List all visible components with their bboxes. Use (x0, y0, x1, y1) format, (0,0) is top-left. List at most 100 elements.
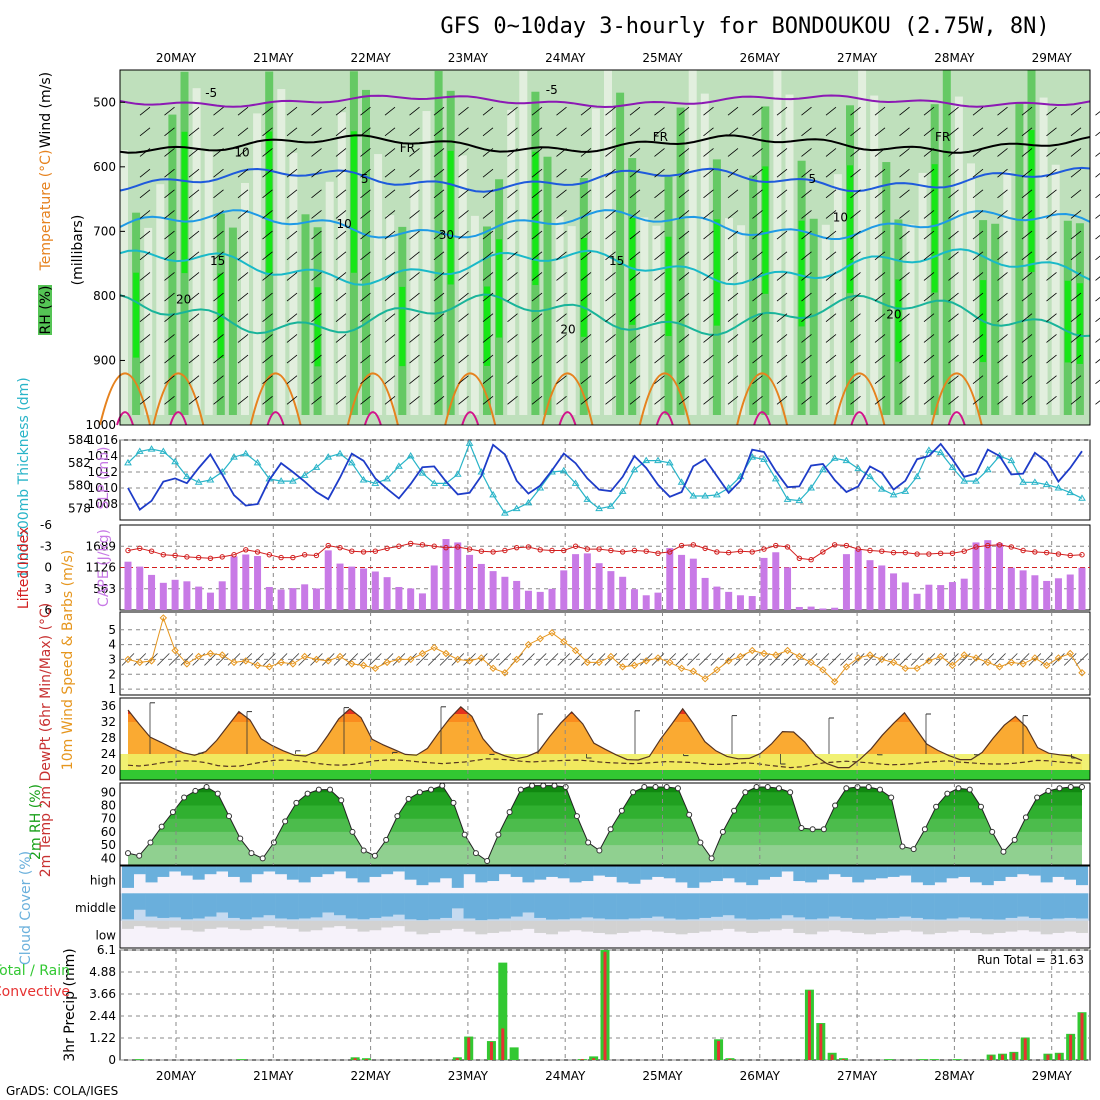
cape-bar (984, 540, 992, 610)
cloud-bar (286, 866, 299, 880)
thickness-marker (854, 464, 863, 472)
wind-barb (311, 168, 322, 178)
cloud-bar (487, 920, 500, 933)
rh-streak (192, 88, 201, 416)
wind-barb (164, 251, 175, 261)
wind-barb (416, 653, 429, 666)
cape-bar (395, 586, 403, 610)
rh-streak (543, 156, 552, 415)
wind-barb (507, 375, 518, 385)
cape-bar (925, 584, 933, 610)
wind-barb (801, 106, 812, 116)
li-marker (525, 544, 532, 550)
wind-barb (1070, 396, 1082, 405)
wind-barb (213, 127, 224, 137)
rh-marker (237, 835, 244, 842)
wind-barb (237, 210, 249, 219)
wind-barb (629, 168, 641, 178)
wind-barb (710, 653, 724, 666)
cloud-bar (1005, 866, 1018, 877)
wind-barb (639, 653, 653, 666)
thickness-marker (677, 478, 686, 485)
wind-barb (1021, 148, 1033, 157)
isotherm-label: 30 (439, 228, 454, 242)
wind-barb (678, 127, 690, 137)
wind-barb (482, 375, 494, 385)
wind-barb (654, 230, 665, 240)
wind-barb (997, 210, 1008, 219)
rh-marker (461, 831, 468, 838)
wind-barb (776, 189, 788, 199)
rh-peak (895, 279, 902, 362)
wind-barb (997, 272, 1008, 281)
wind-barb (605, 334, 616, 343)
slp-tick: 1016 (87, 433, 118, 447)
rh-marker (1034, 794, 1041, 801)
wind-barb (433, 272, 445, 281)
rh-line (127, 784, 1082, 862)
wind-barb (1095, 358, 1100, 364)
bottom-date-label: 28MAY (934, 1069, 975, 1083)
wind-barb (899, 127, 910, 137)
wind-barb (507, 313, 518, 323)
rh-marker (562, 783, 569, 790)
wind-barb (237, 313, 249, 323)
cloud-bar (970, 893, 982, 919)
wind-barb (237, 396, 249, 405)
wind-barb (1070, 106, 1082, 116)
wind-marker (830, 677, 839, 686)
wind-barb (605, 272, 616, 281)
wind-barb (703, 313, 714, 323)
wind-barb (580, 334, 592, 343)
wind-barb (727, 334, 739, 343)
wind-marker (465, 657, 474, 665)
wind-marker (289, 660, 297, 668)
wind-barb (384, 210, 396, 219)
wind-barb (311, 251, 322, 261)
li-marker (678, 542, 685, 549)
wind-barb (1046, 313, 1057, 323)
cloud-bar (981, 893, 994, 920)
wind-barb (1046, 375, 1057, 385)
cloud-bar (581, 866, 594, 882)
li-marker (702, 545, 708, 552)
cloud-bar (557, 920, 570, 932)
wind-barb (972, 230, 984, 240)
cloud-bar (1064, 866, 1077, 880)
wind-barb (433, 292, 445, 302)
li-marker (1055, 551, 1062, 557)
cloud-bar (663, 920, 676, 933)
cloud-bar (663, 893, 676, 919)
li-marker (290, 554, 296, 561)
bottom-date-label: 23MAY (448, 1069, 489, 1083)
rh-marker (618, 807, 625, 814)
thickness-line (127, 441, 1083, 514)
li-marker (490, 549, 496, 555)
wind-barb (286, 396, 298, 405)
li-marker (796, 555, 803, 561)
wind-barb (948, 148, 959, 157)
li-marker (655, 550, 661, 557)
wind-barb (433, 230, 445, 240)
rh-streak (918, 172, 927, 415)
wind-barb (507, 168, 518, 178)
wind-barb (703, 251, 714, 261)
cloud-bar (557, 866, 570, 879)
cape-bar (360, 568, 368, 610)
li-tick: -6 (40, 518, 52, 532)
cloud-bar (1040, 920, 1053, 935)
wind-marker (359, 661, 368, 670)
wind-marker (489, 664, 497, 673)
thickness-tick: 584 (68, 433, 91, 447)
wind-barb (948, 292, 959, 302)
cape-bar (336, 563, 344, 610)
cloud-bar (993, 893, 1006, 920)
thickness-marker (524, 498, 533, 506)
wind-barb (1021, 354, 1033, 364)
li-marker (867, 547, 873, 554)
cloud-bar (133, 866, 146, 875)
wind-barb (678, 251, 690, 261)
wind-barb (139, 375, 151, 385)
wind-barb (360, 230, 371, 240)
